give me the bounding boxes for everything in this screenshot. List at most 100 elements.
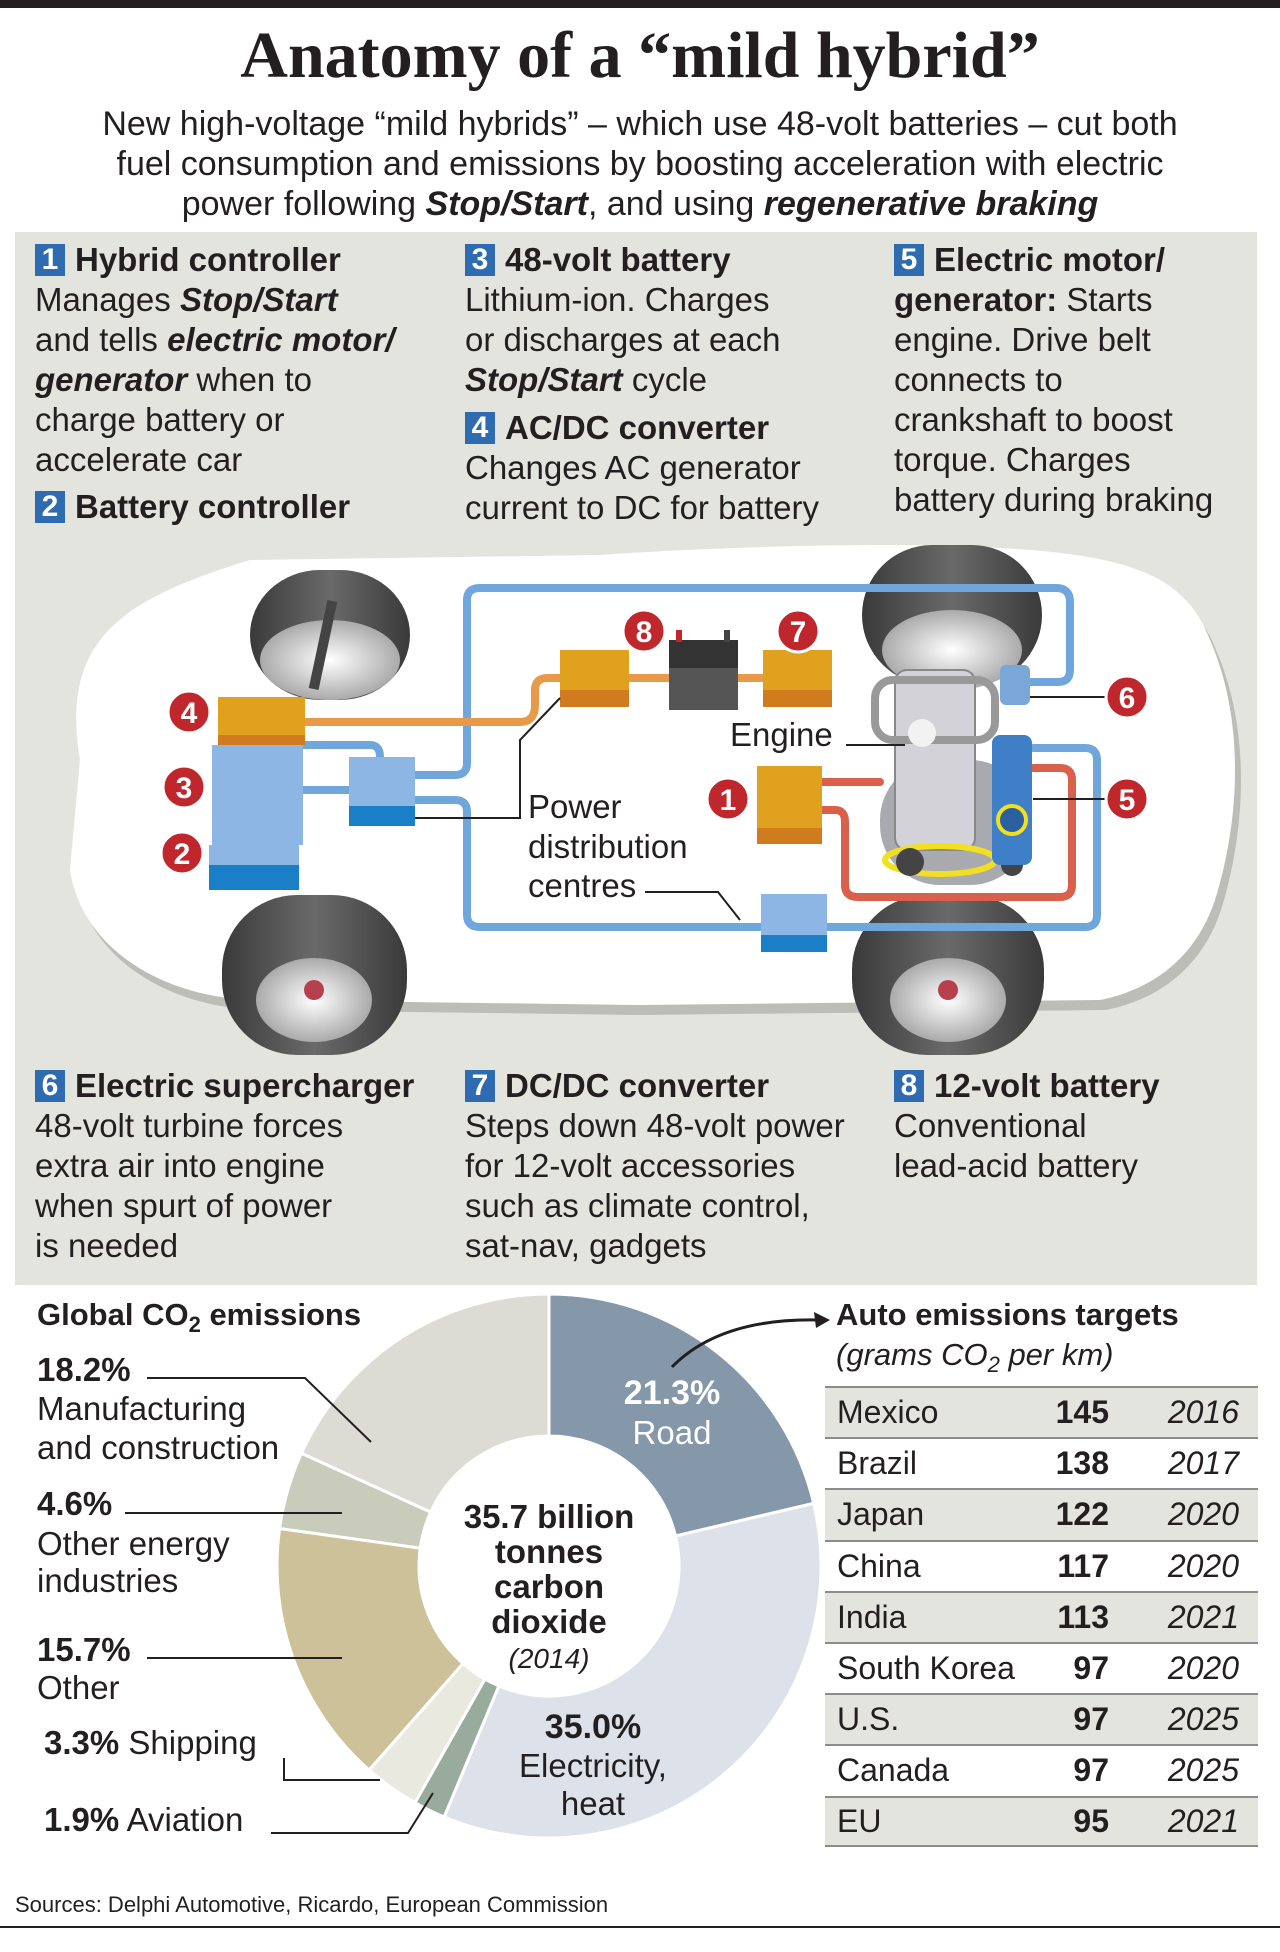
text-segment: Steps down 48-volt power <box>465 1107 845 1144</box>
leader-avia <box>271 1792 434 1834</box>
info-block-48v-battery: 3 48-volt battery Lithium-ion. Charges or d… <box>465 240 781 400</box>
block-title-text: Battery controller <box>75 488 351 525</box>
block-title: 3 48-volt battery <box>465 240 781 280</box>
country: Canada <box>837 1752 950 1789</box>
pdc-label-line-2: distribution <box>528 828 688 865</box>
marker-number: 6 <box>1119 682 1136 715</box>
text-line: Changes AC generator <box>465 448 819 488</box>
subtitle: New high-voltage “mild hybrids” – which … <box>0 104 1280 224</box>
leader-ship <box>283 1758 380 1781</box>
block-title-text: AC/DC converter <box>505 409 770 446</box>
grams-co2: 97 <box>1073 1752 1109 1789</box>
marker-6: 6 <box>1104 674 1150 720</box>
country: Mexico <box>837 1394 939 1431</box>
block-title-text: Electric motor/ <box>934 241 1166 278</box>
block-title: 7 DC/DC converter <box>465 1066 845 1106</box>
number-badge: 1 <box>35 244 65 276</box>
marker-4: 4 <box>166 689 212 735</box>
country: India <box>837 1598 907 1635</box>
wire-ac <box>301 674 767 726</box>
block-title-text: Hybrid controller <box>75 241 341 278</box>
grams-co2: 122 <box>1055 1496 1109 1533</box>
info-block-supercharger: 6 Electric supercharger 48-volt turbine fo… <box>35 1066 414 1266</box>
slice-manufacturing-and-construction <box>299 1292 551 1515</box>
target-year: 2017 <box>1167 1445 1239 1482</box>
wire-motor <box>818 764 1076 901</box>
marker-number: 7 <box>790 616 807 649</box>
block-title-text: 12-volt battery <box>934 1067 1160 1104</box>
text-segment: generator: <box>894 281 1058 318</box>
block-title: 6 Electric supercharger <box>35 1066 414 1106</box>
text-segment: lead-acid battery <box>894 1147 1138 1184</box>
number-badge: 5 <box>894 244 924 276</box>
text-line: Stop/Start cycle <box>465 360 781 400</box>
text-line: extra air into engine <box>35 1146 414 1186</box>
battery-12v <box>669 630 738 710</box>
co2-donut-chart: 21.3%Road 35.7 billiontonnescarbondioxide… <box>125 1292 830 1840</box>
text-segment: torque. Charges <box>894 441 1131 478</box>
co2-title-text-2: emissions <box>200 1297 362 1332</box>
text-segment: when spurt of power <box>35 1187 333 1224</box>
text-line: connects to <box>894 360 1213 400</box>
wire-battery-pdc <box>299 741 384 794</box>
label-manu-pct: 18.2% <box>37 1351 131 1388</box>
grams-co2: 145 <box>1055 1394 1109 1431</box>
target-year: 2025 <box>1167 1752 1239 1789</box>
marker-number: 4 <box>181 697 198 730</box>
targets-subtitle-text: (grams CO <box>836 1337 988 1372</box>
wire-48v-loop-bottom <box>411 744 1101 931</box>
label-aviation: 1.9% Aviation <box>44 1801 243 1839</box>
marker-8: 8 <box>621 608 667 654</box>
table-row: EU 95 2021 <box>825 1795 1258 1847</box>
text-segment: , and using <box>587 185 764 223</box>
text-segment: current to DC for battery <box>465 489 819 526</box>
text-segment: battery during braking <box>894 481 1214 518</box>
info-block-12v-battery: 8 12-volt battery Conventional lead-acid ba… <box>894 1066 1160 1186</box>
block-title-text: 48-volt battery <box>505 241 731 278</box>
targets-table: Mexico 145 2016 Brazil 138 2017 Japan 122 2020 Ch… <box>825 1386 1258 1847</box>
info-block-electric-motor: 5 Electric motor/generator: Starts engine.… <box>894 240 1213 520</box>
center-text: dioxide <box>491 1603 607 1640</box>
label-shipping: 3.3% Shipping <box>44 1724 257 1762</box>
text-segment: 48-volt turbine forces <box>35 1107 344 1144</box>
co2-title-subscript: 2 <box>188 1312 201 1338</box>
targets-title: Auto emissions targets <box>836 1297 1179 1332</box>
acdc-converter <box>218 697 305 745</box>
target-year: 2020 <box>1167 1650 1239 1687</box>
slice-electricity-heat <box>442 1501 823 1840</box>
text-segment: accelerate car <box>35 441 243 478</box>
text-line: Manages Stop/Start <box>35 280 395 320</box>
label-ship: Shipping <box>128 1724 257 1761</box>
text-line: torque. Charges <box>894 440 1213 480</box>
number-badge: 3 <box>465 244 495 276</box>
marker-2: 2 <box>159 830 205 876</box>
text-line: or discharges at each <box>465 320 781 360</box>
text-segment: Stop/Start <box>465 361 623 398</box>
text-segment: Manages <box>35 281 180 318</box>
marker-number: 3 <box>176 772 193 805</box>
text-segment: connects to <box>894 361 1063 398</box>
text-segment: regenerative braking <box>763 185 1099 223</box>
text-segment: Starts <box>1057 281 1153 318</box>
text-segment: Stop/Start <box>425 185 588 223</box>
target-year: 2021 <box>1167 1598 1239 1635</box>
country: Japan <box>837 1496 925 1533</box>
number-badge: 4 <box>465 412 495 444</box>
table-row: South Korea 97 2020 <box>825 1641 1258 1693</box>
block-title-text: DC/DC converter <box>505 1067 770 1104</box>
road-label: Road <box>633 1414 712 1451</box>
label-ship-pct: 3.3% <box>44 1724 120 1761</box>
marker-number: 8 <box>636 616 653 649</box>
text-segment: Lithium-ion. Charges <box>465 281 770 318</box>
number-badge: 2 <box>35 491 65 523</box>
center-note: (2014) <box>509 1643 590 1674</box>
text-segment: such as climate control, <box>465 1187 810 1224</box>
table-row: Mexico 145 2016 <box>825 1386 1258 1438</box>
text-line: New high-voltage “mild hybrids” – which … <box>0 104 1280 144</box>
co2-title-text: Global CO <box>37 1297 189 1332</box>
text-segment: Conventional <box>894 1107 1087 1144</box>
text-segment: when to <box>187 361 312 398</box>
dcdc-converter <box>763 650 832 707</box>
targets-subtitle: (grams CO2 per km) <box>836 1337 1114 1378</box>
text-line: battery during braking <box>894 480 1213 520</box>
